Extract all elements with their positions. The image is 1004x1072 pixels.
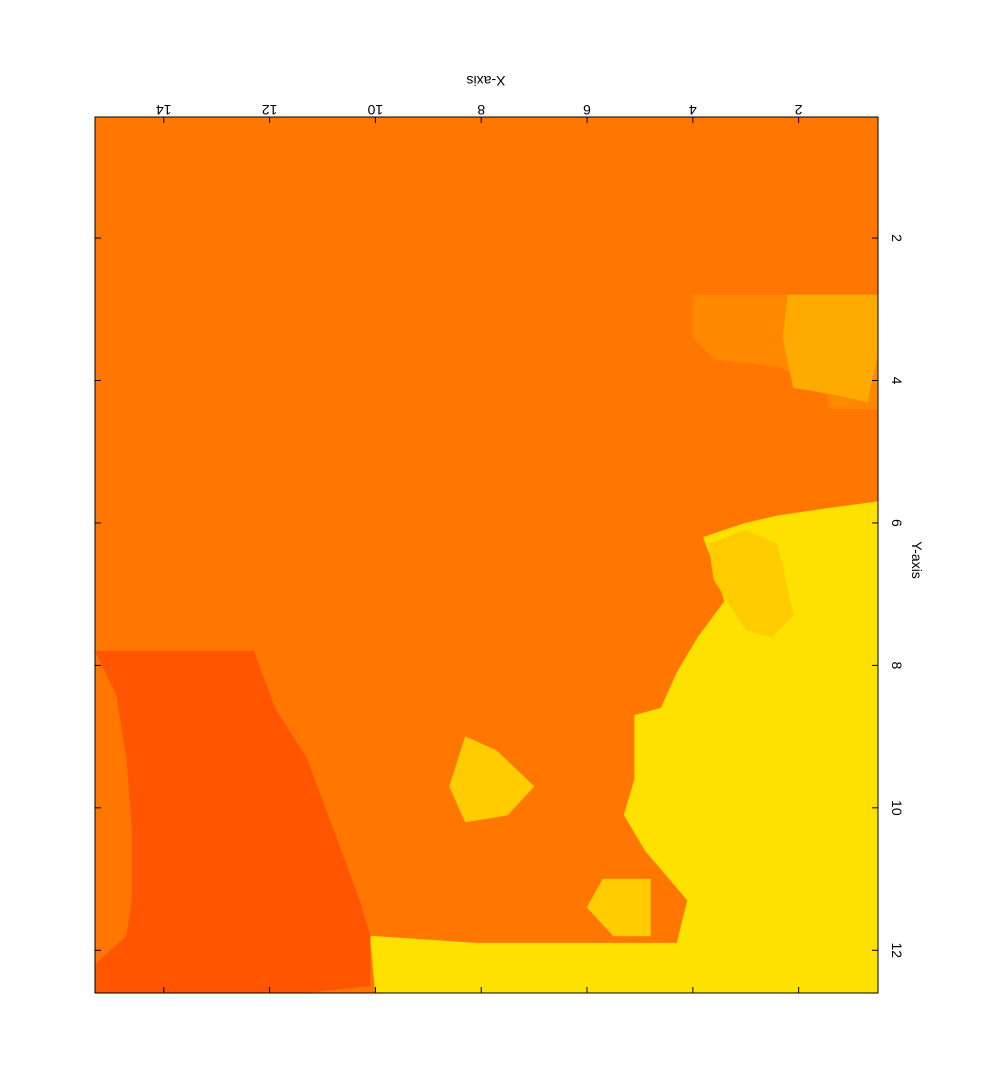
heatmap-region-5 — [586, 878, 651, 937]
x-axis-label: X-axis — [467, 73, 506, 89]
x-tick-label: 6 — [583, 102, 591, 118]
x-tick-label: 8 — [477, 102, 485, 118]
heatmap-region-7 — [95, 650, 371, 993]
y-tick-label: 8 — [889, 661, 905, 669]
x-tick-label: 2 — [795, 102, 803, 118]
heatmap-region-4 — [708, 529, 794, 638]
x-axis-ticks: 2 4 6 8 10 12 14 — [156, 102, 803, 993]
x-tick-label: 14 — [156, 102, 172, 118]
heatmap-region-6 — [449, 736, 535, 823]
x-tick-label: 10 — [367, 102, 383, 118]
y-axis-ticks: 2 4 6 8 10 12 — [95, 234, 905, 958]
heatmap-regions — [95, 117, 878, 993]
y-tick-label: 6 — [889, 519, 905, 527]
y-tick-label: 10 — [889, 800, 905, 816]
y-tick-label: 4 — [889, 377, 905, 385]
plot-frame — [94, 116, 879, 994]
y-tick-label: 12 — [889, 942, 905, 958]
x-tick-label: 4 — [689, 102, 697, 118]
heatmap-region-2 — [782, 294, 878, 403]
x-tick-label: 12 — [262, 102, 278, 118]
y-tick-label: 2 — [889, 234, 905, 242]
y-axis-label: Y-axis — [909, 541, 925, 579]
